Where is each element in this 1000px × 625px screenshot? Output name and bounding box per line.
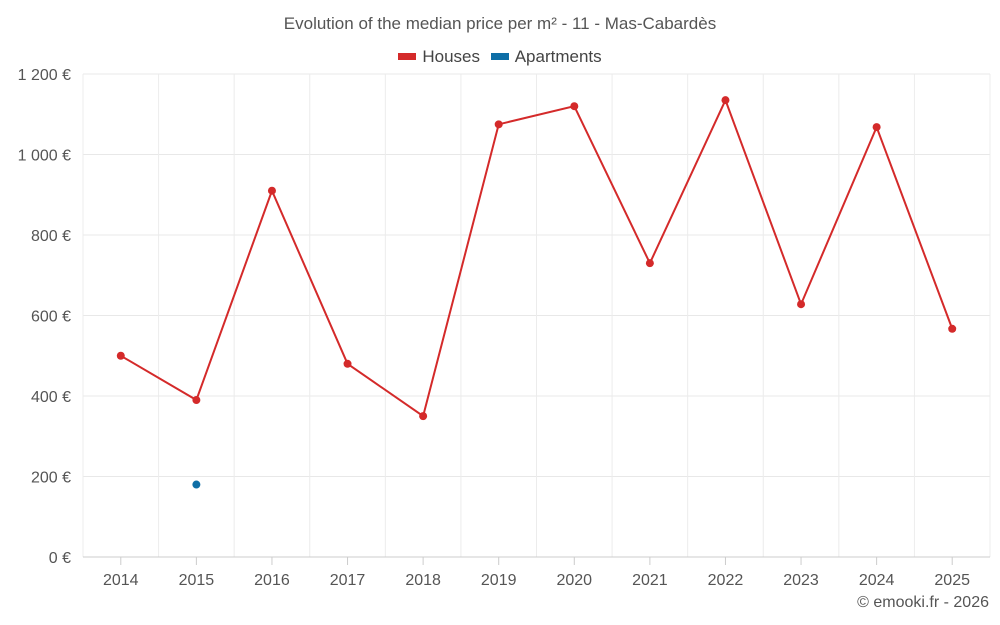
x-tick-label: 2019 [481, 572, 517, 589]
data-point-houses [343, 359, 352, 368]
data-point-houses [872, 123, 881, 132]
credit-text: © emooki.fr - 2026 [857, 594, 989, 611]
data-point-apartments [192, 480, 201, 489]
series-line-houses [120, 97, 954, 418]
x-tick-label: 2015 [179, 572, 215, 589]
x-tick-label: 2023 [783, 572, 819, 589]
legend-item-houses[interactable]: Houses [398, 47, 480, 67]
x-tick-label: 2021 [632, 572, 668, 589]
data-point-houses [192, 396, 201, 405]
y-tick-label: 1 000 € [18, 148, 71, 165]
y-tick-label: 400 € [31, 389, 71, 406]
legend-swatch-apartments [490, 53, 509, 60]
legend-label-houses: Houses [422, 46, 480, 66]
x-tick-label: 2020 [556, 572, 592, 589]
y-tick-label: 600 € [31, 309, 71, 326]
data-point-houses [645, 259, 654, 268]
data-point-houses [494, 120, 503, 129]
x-tick-label: 2016 [254, 572, 290, 589]
data-point-houses [948, 324, 957, 333]
x-tick-label: 2018 [405, 572, 441, 589]
x-tick-label: 2025 [934, 572, 970, 589]
x-tick-label: 2014 [103, 572, 139, 589]
x-tick-label: 2017 [330, 572, 366, 589]
chart-legend: Houses Apartments [0, 45, 1000, 67]
y-tick-label: 200 € [31, 470, 71, 487]
data-point-houses [797, 300, 806, 309]
data-point-houses [267, 186, 276, 195]
legend-label-apartments: Apartments [514, 46, 602, 66]
y-tick-label: 0 € [49, 550, 71, 567]
x-tick-label: 2022 [708, 572, 744, 589]
y-tick-label: 800 € [31, 228, 71, 245]
data-point-houses [116, 351, 125, 360]
data-point-houses [419, 412, 428, 421]
data-point-houses [570, 102, 579, 111]
legend-item-apartments[interactable]: Apartments [490, 46, 602, 67]
data-point-houses [721, 96, 730, 105]
chart-title: Evolution of the median price per m² - 1… [283, 14, 717, 33]
legend-swatch-houses [398, 53, 417, 60]
x-tick-label: 2024 [859, 572, 895, 589]
y-tick-label: 1 200 € [18, 67, 71, 84]
